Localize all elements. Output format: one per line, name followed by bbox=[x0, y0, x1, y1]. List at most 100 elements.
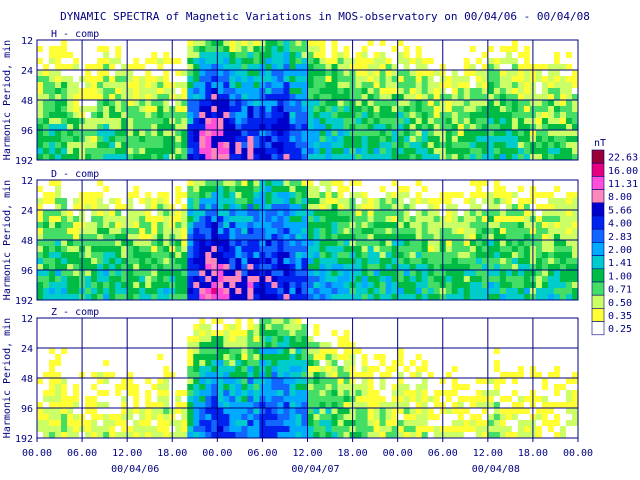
spectrum-cell bbox=[391, 408, 398, 415]
spectrum-cell bbox=[337, 258, 344, 265]
spectrum-cell bbox=[511, 118, 519, 125]
spectrum-cell bbox=[523, 276, 531, 283]
spectrum-cell bbox=[277, 294, 284, 301]
spectrum-cell bbox=[559, 100, 567, 107]
spectrum-cell bbox=[133, 94, 140, 101]
spectrum-cell bbox=[187, 154, 194, 161]
spectrum-cell bbox=[535, 40, 543, 47]
spectrum-cell bbox=[217, 240, 224, 247]
spectrum-cell bbox=[355, 154, 362, 161]
spectrum-cell bbox=[451, 246, 459, 253]
spectrum-cell bbox=[37, 258, 44, 265]
spectrum-cell bbox=[253, 330, 260, 337]
spectrum-cell bbox=[487, 246, 495, 253]
spectrum-cell bbox=[211, 240, 218, 247]
spectrum-cell bbox=[199, 186, 206, 193]
spectrum-cell bbox=[403, 154, 410, 161]
spectrum-cell bbox=[403, 258, 410, 265]
spectrum-cell bbox=[427, 124, 435, 131]
spectrum-cell bbox=[451, 58, 459, 65]
spectrum-cell bbox=[319, 142, 326, 149]
spectrum-cell bbox=[223, 52, 230, 59]
spectrum-cell bbox=[427, 426, 435, 433]
spectrum-cell bbox=[289, 94, 296, 101]
spectrum-cell bbox=[217, 276, 224, 283]
spectrum-cell bbox=[85, 390, 92, 397]
spectrum-cell bbox=[325, 348, 332, 355]
spectrum-cell bbox=[61, 390, 68, 397]
spectrum-cell bbox=[109, 94, 116, 101]
spectrum-cell bbox=[379, 142, 386, 149]
spectrum-cell bbox=[421, 240, 429, 247]
spectrum-cell bbox=[295, 70, 302, 77]
spectrum-cell bbox=[337, 186, 344, 193]
spectrum-cell bbox=[547, 58, 555, 65]
spectrum-cell bbox=[337, 154, 344, 161]
spectrum-cell bbox=[181, 366, 188, 373]
spectrum-cell bbox=[433, 70, 441, 77]
spectrum-cell bbox=[301, 270, 308, 277]
spectrum-cell bbox=[463, 246, 471, 253]
spectrum-cell bbox=[187, 240, 194, 247]
spectrum-cell bbox=[277, 408, 284, 415]
spectrum-cell bbox=[469, 240, 477, 247]
spectrum-cell bbox=[43, 130, 50, 137]
spectrum-cell bbox=[301, 106, 308, 113]
spectrum-cell bbox=[289, 378, 296, 385]
spectrum-cell bbox=[127, 204, 134, 211]
spectrum-cell bbox=[187, 342, 194, 349]
spectrum-cell bbox=[103, 70, 110, 77]
spectrum-cell bbox=[211, 258, 218, 265]
spectrum-cell bbox=[361, 180, 368, 187]
spectrum-cell bbox=[469, 100, 477, 107]
spectrum-cell bbox=[49, 58, 56, 65]
spectrum-cell bbox=[397, 130, 404, 137]
spectrum-cell bbox=[103, 288, 110, 295]
spectrum-cell bbox=[61, 402, 68, 409]
spectrum-cell bbox=[343, 420, 350, 427]
spectrum-cell bbox=[517, 192, 525, 199]
spectrum-cell bbox=[445, 192, 453, 199]
spectrum-cell bbox=[307, 180, 314, 187]
spectrum-cell bbox=[475, 276, 483, 283]
spectrum-cell bbox=[121, 58, 128, 65]
spectrum-cell bbox=[385, 282, 392, 289]
spectrum-cell bbox=[121, 252, 128, 259]
spectrum-cell bbox=[523, 76, 531, 83]
spectrum-cell bbox=[355, 390, 362, 397]
spectrum-cell bbox=[151, 82, 158, 89]
spectrum-cell bbox=[283, 142, 290, 149]
spectrum-cell bbox=[481, 186, 489, 193]
spectrum-cell bbox=[517, 106, 525, 113]
spectrum-cell bbox=[289, 234, 296, 241]
spectrum-cell bbox=[355, 148, 362, 155]
spectrum-cell bbox=[385, 270, 392, 277]
spectrum-cell bbox=[415, 408, 423, 415]
spectrum-cell bbox=[355, 426, 362, 433]
spectrum-cell bbox=[121, 258, 128, 265]
spectrum-cell bbox=[43, 112, 50, 119]
spectrum-cell bbox=[193, 360, 200, 367]
spectrum-cell bbox=[379, 40, 386, 47]
spectrum-cell bbox=[271, 414, 278, 421]
spectrum-cell bbox=[553, 58, 561, 65]
spectrum-cell bbox=[67, 396, 74, 403]
spectrum-cell bbox=[547, 94, 555, 101]
spectrum-cell bbox=[307, 360, 314, 367]
spectrum-cell bbox=[235, 186, 242, 193]
spectrum-cell bbox=[73, 82, 80, 89]
spectrum-cell bbox=[67, 136, 74, 143]
spectrum-cell bbox=[343, 342, 350, 349]
spectrum-cell bbox=[217, 216, 224, 223]
spectrum-cell bbox=[199, 64, 206, 71]
spectrum-cell bbox=[85, 258, 92, 265]
spectrum-cell bbox=[319, 282, 326, 289]
spectrum-cell bbox=[469, 94, 477, 101]
spectrum-cell bbox=[301, 378, 308, 385]
spectrum-cell bbox=[451, 282, 459, 289]
spectrum-cell bbox=[163, 258, 170, 265]
spectrum-cell bbox=[403, 378, 410, 385]
spectrum-cell bbox=[115, 246, 122, 253]
spectrum-cell bbox=[403, 414, 410, 421]
spectrum-cell bbox=[415, 148, 423, 155]
